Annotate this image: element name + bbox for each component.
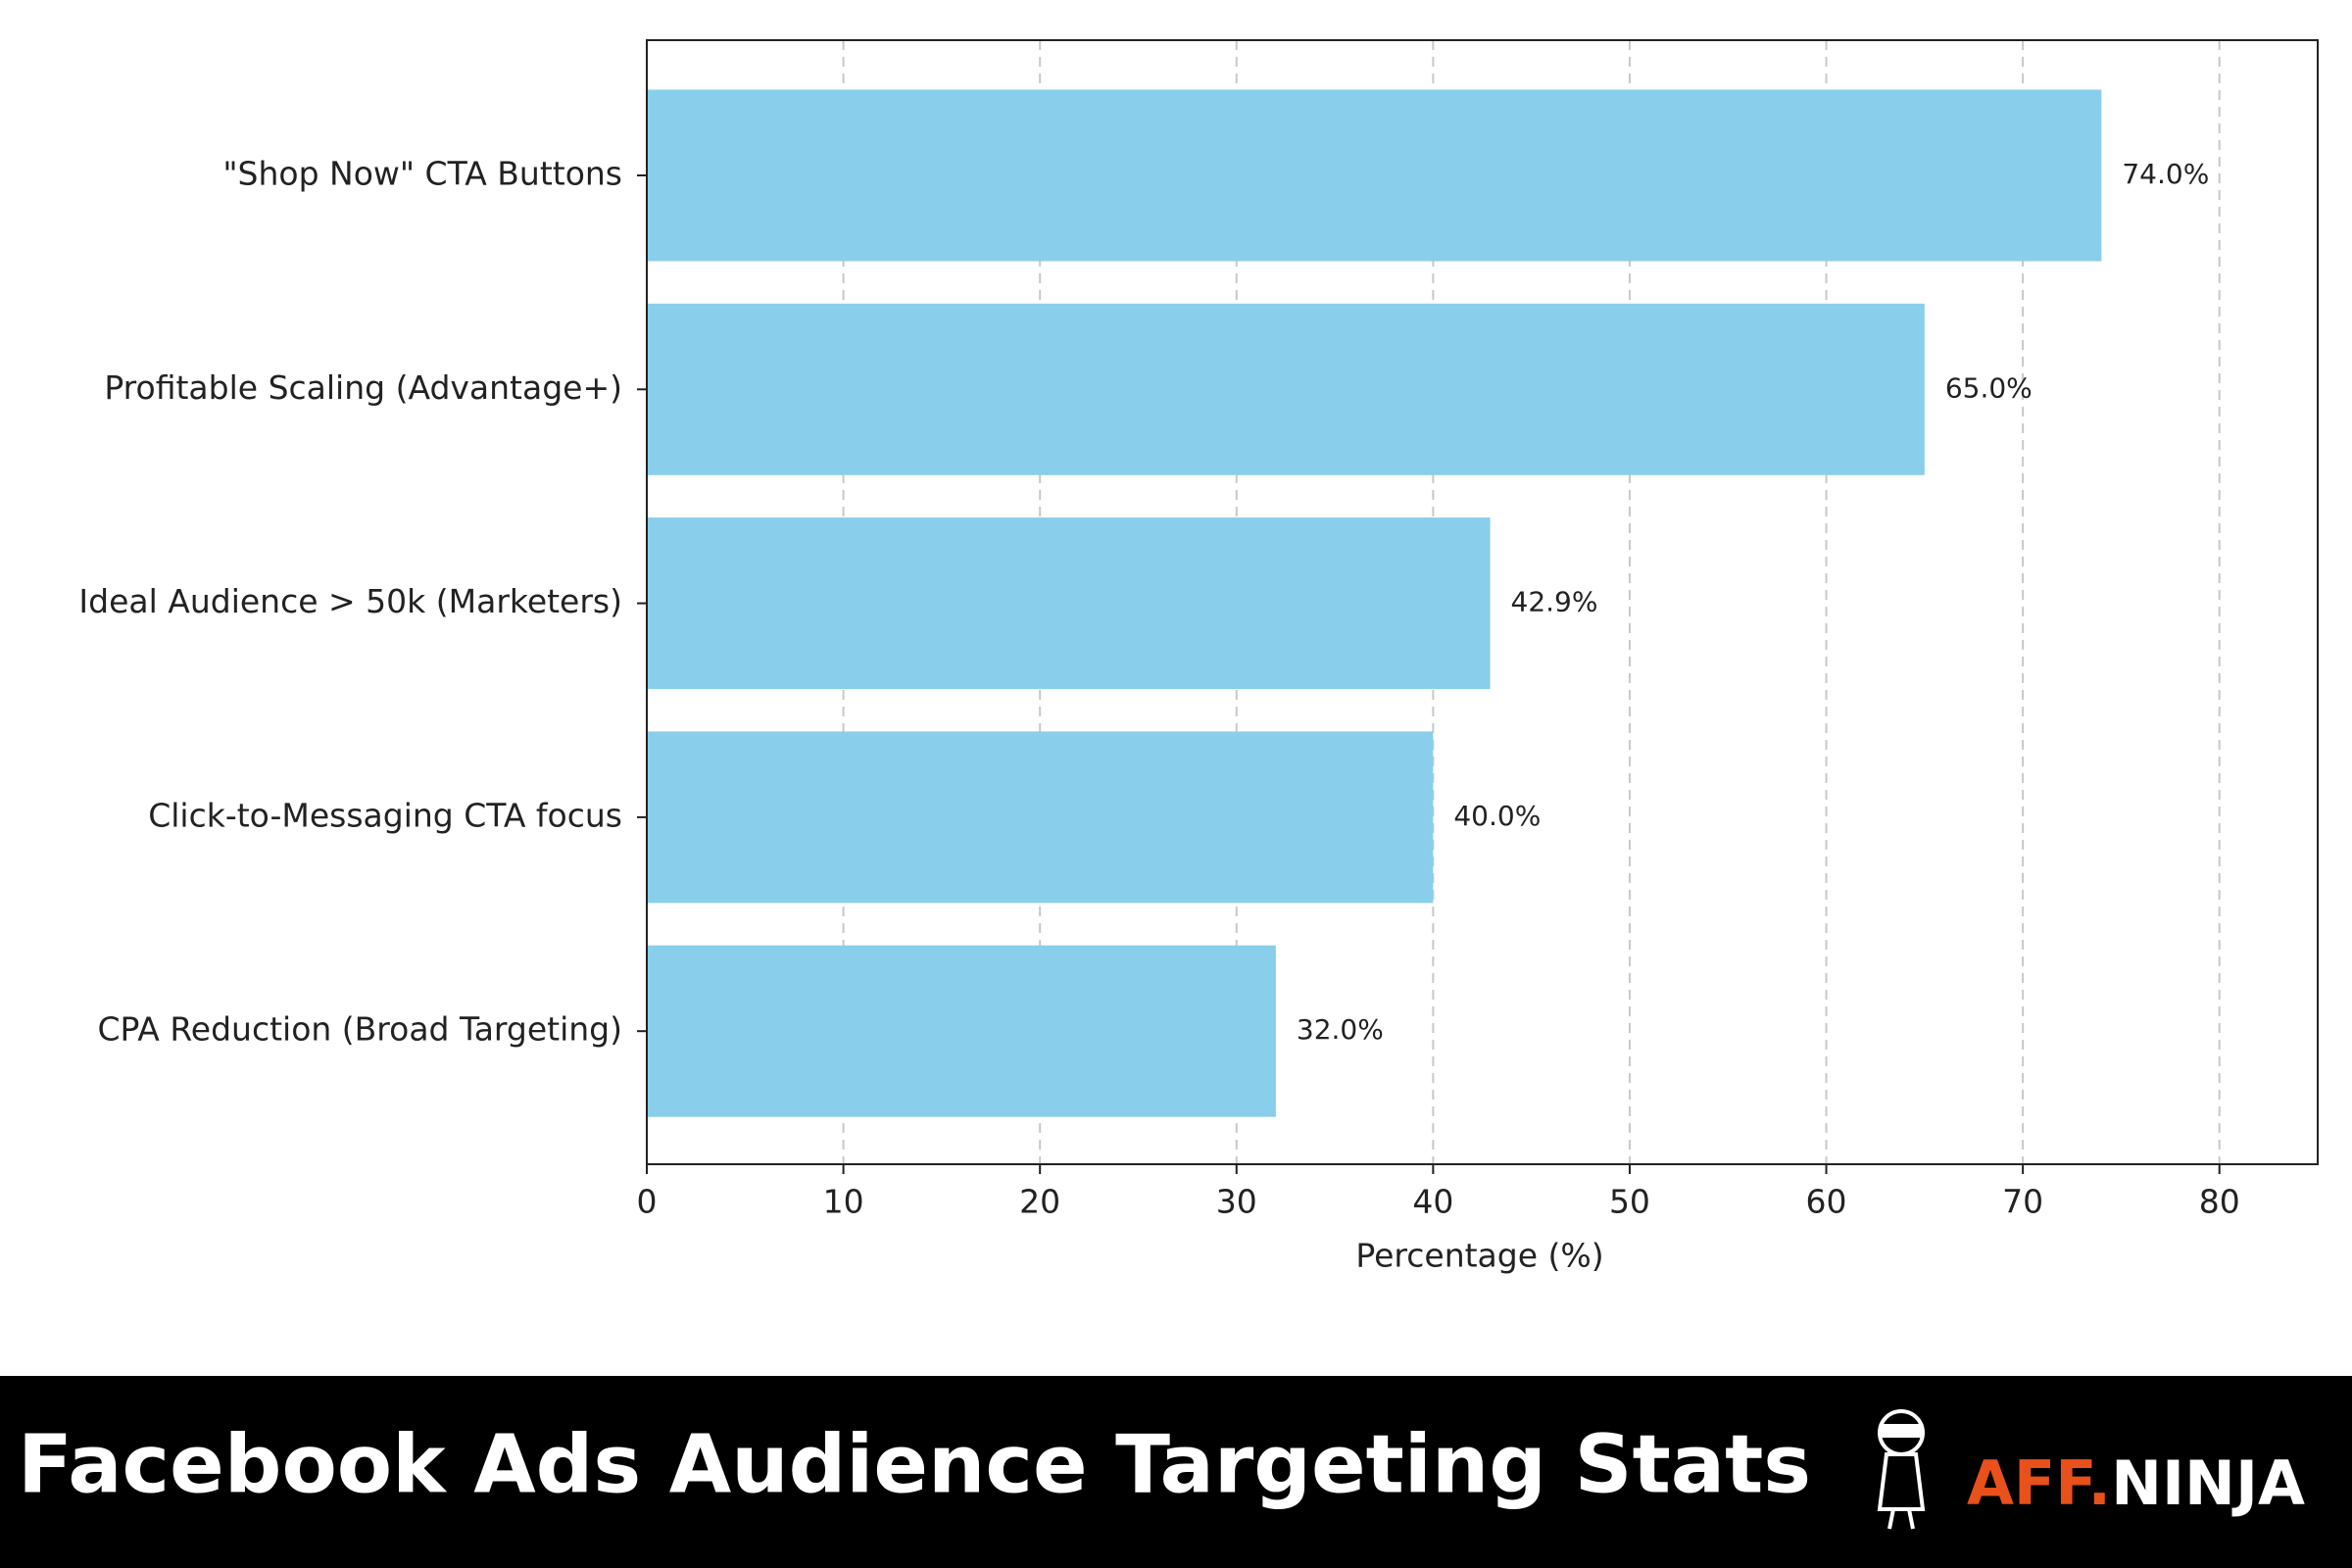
value-label: 32.0% — [1297, 1013, 1384, 1046]
value-label: 40.0% — [1453, 800, 1541, 832]
y-tick-label: Profitable Scaling (Advantage+) — [104, 368, 622, 407]
bar — [647, 89, 2102, 262]
x-tick-label: 80 — [2199, 1183, 2240, 1221]
ninja-icon — [1877, 1409, 1926, 1530]
bar — [647, 731, 1434, 904]
brand-accent: AFF. — [1967, 1447, 2111, 1519]
x-tick-label: 10 — [823, 1183, 864, 1221]
footer-band — [0, 1376, 2352, 1568]
value-label: 74.0% — [2122, 158, 2209, 190]
footer-brand: AFF.NINJA — [1967, 1447, 2305, 1519]
bar — [647, 945, 1276, 1117]
y-tick-label: "Shop Now" CTA Buttons — [222, 155, 622, 193]
plot-area: 0 10 20 30 40 50 60 70 80 "Shop Now" CTA Buttons 7… — [78, 40, 2240, 1221]
x-tick-label: 50 — [1609, 1183, 1650, 1221]
y-tick-label: Ideal Audience > 50k (Marketers) — [78, 582, 622, 620]
y-tick-label: Click-to-Messaging CTA focus — [148, 796, 622, 834]
value-label: 42.9% — [1511, 586, 1598, 618]
x-tick-label: 20 — [1019, 1183, 1060, 1221]
footer-title: Facebook Ads Audience Targeting Stats — [18, 1418, 1811, 1511]
x-tick-label: 60 — [1806, 1183, 1847, 1221]
x-axis-label: Percentage (%) — [1355, 1237, 1603, 1275]
bar — [647, 517, 1491, 690]
brand-name: NINJA — [2111, 1447, 2305, 1519]
bar — [647, 303, 1925, 475]
y-tick-label: CPA Reduction (Broad Targeting) — [97, 1010, 622, 1049]
x-tick-label: 30 — [1216, 1183, 1257, 1221]
x-tick-label: 70 — [2002, 1183, 2043, 1221]
plot-frame — [646, 39, 2319, 1165]
value-label: 65.0% — [1945, 371, 2033, 404]
x-tick-label: 0 — [637, 1183, 658, 1221]
x-tick-label: 40 — [1412, 1183, 1453, 1221]
